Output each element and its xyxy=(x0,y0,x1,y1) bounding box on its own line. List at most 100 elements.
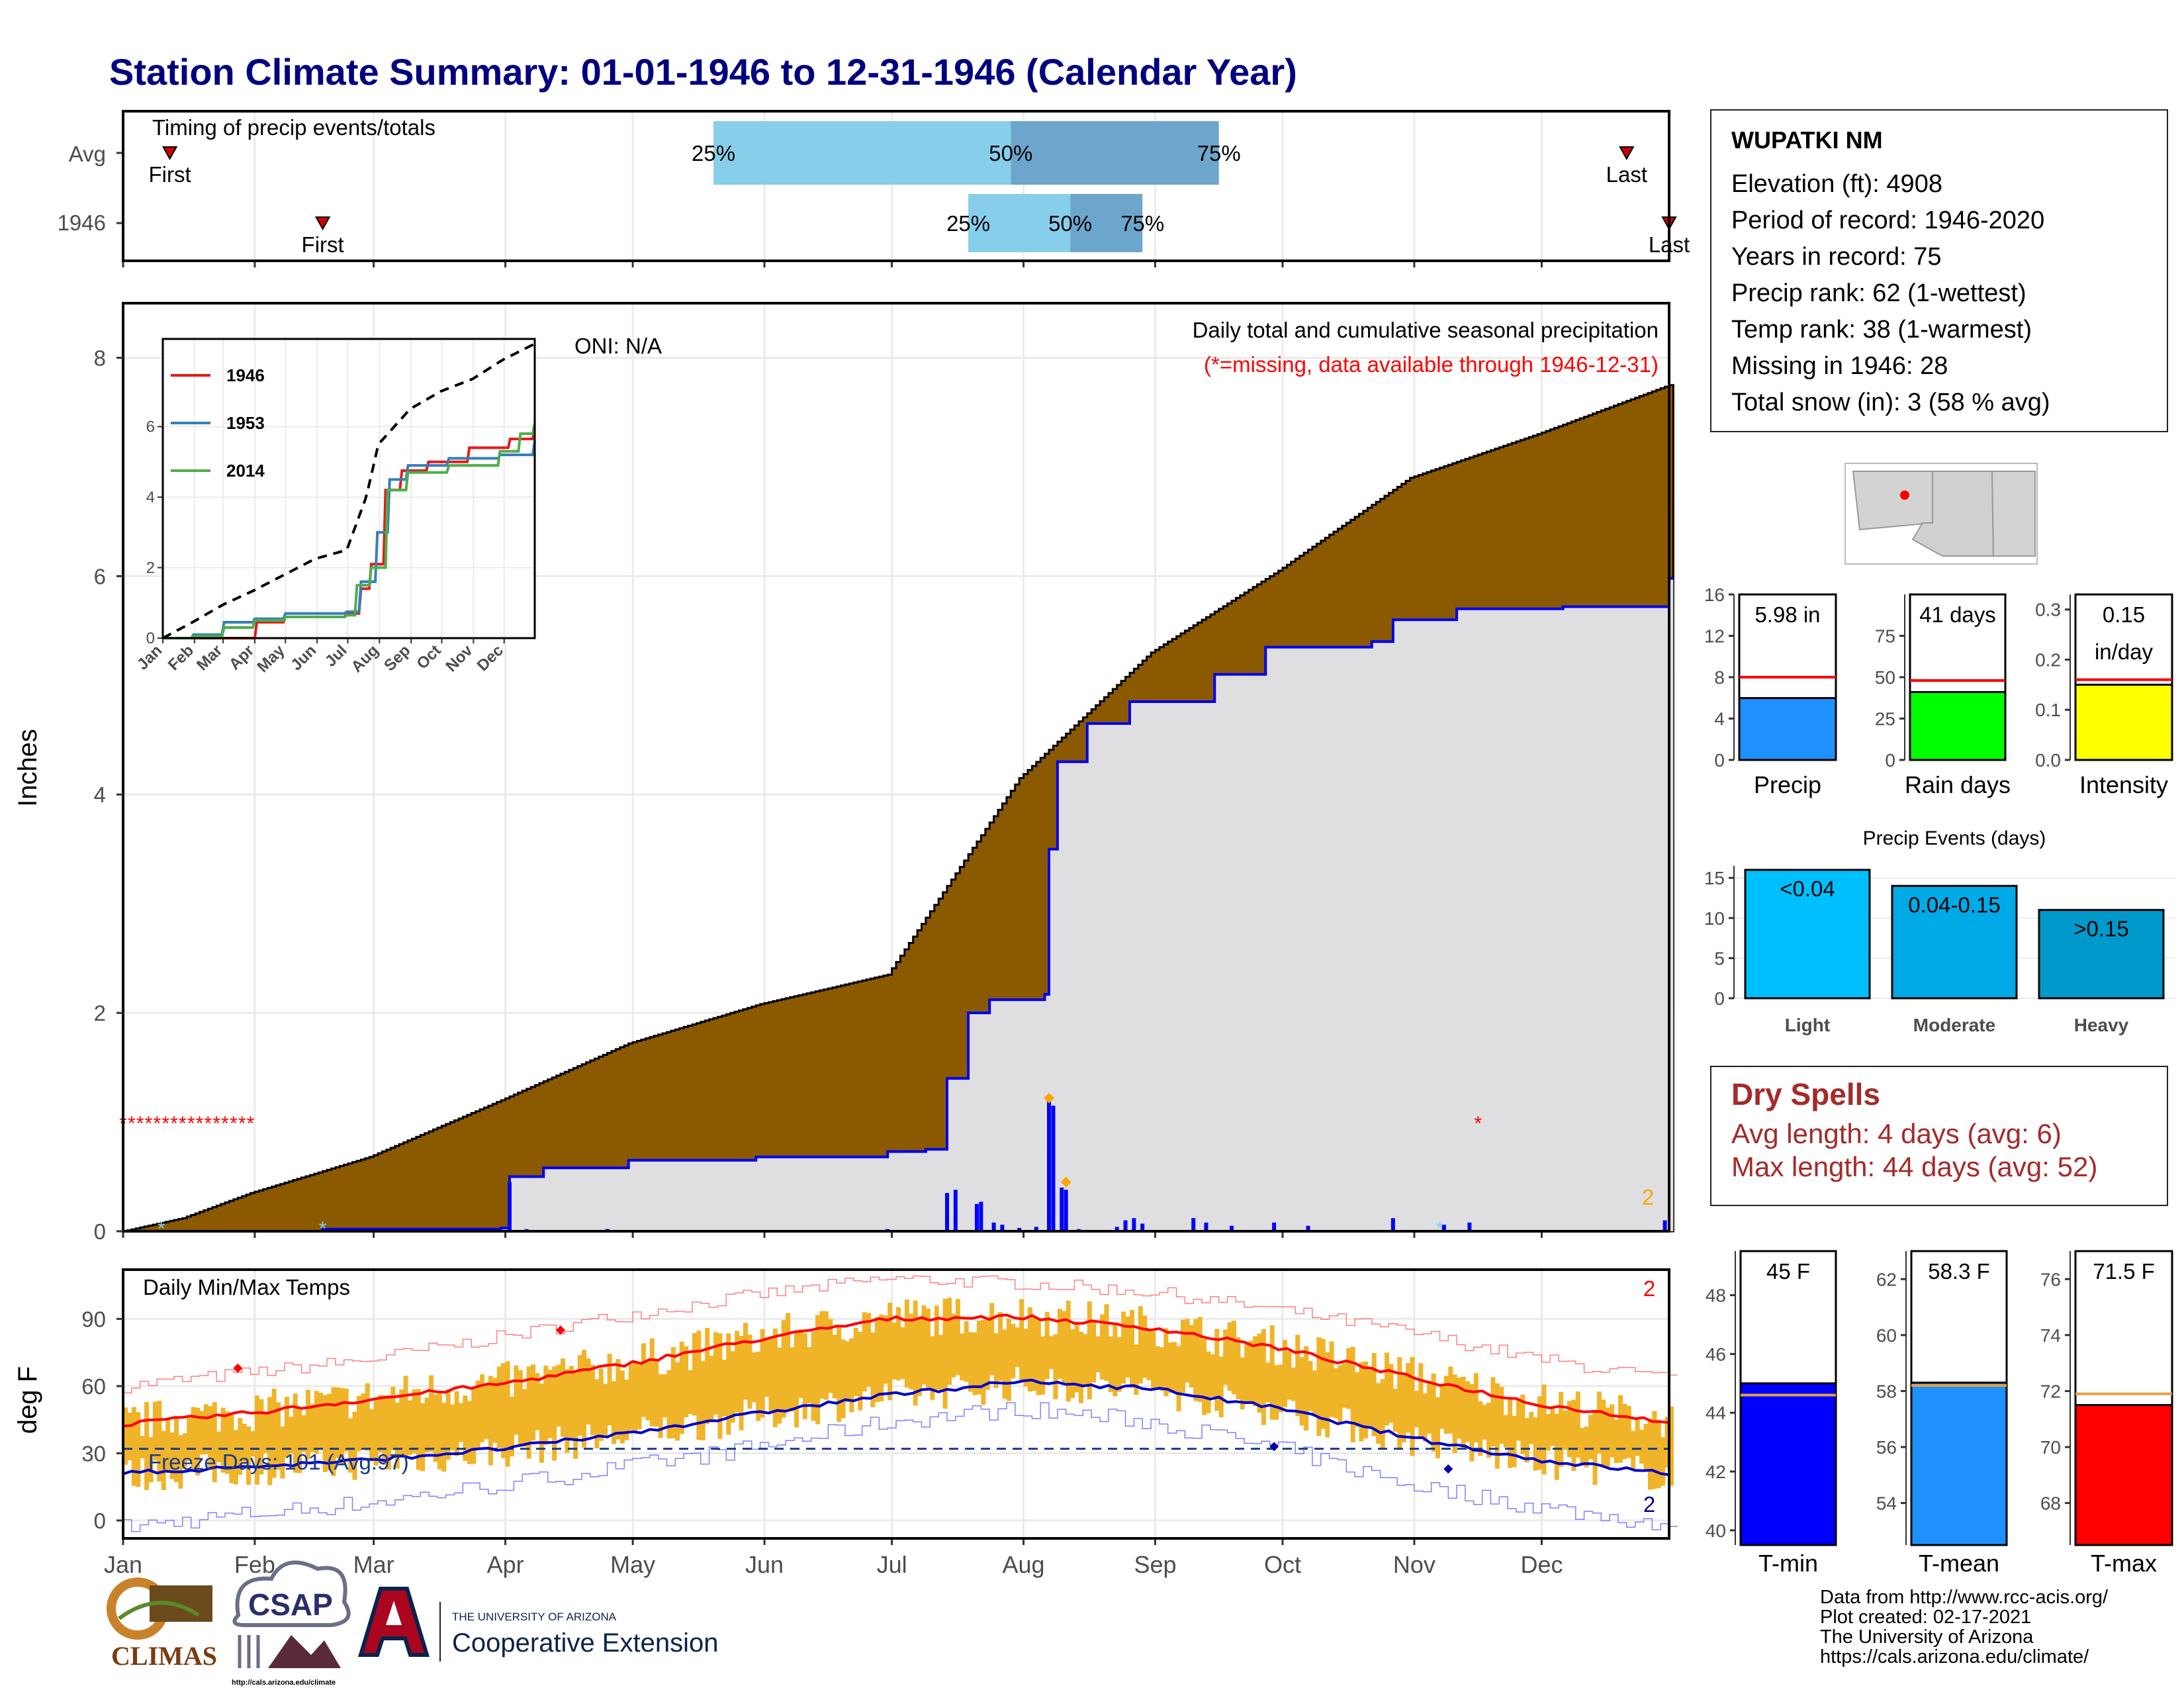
daily-temp-bar xyxy=(1656,1419,1661,1489)
mini-value-label: 71.5 F xyxy=(2093,1259,2155,1284)
month-label: May xyxy=(610,1551,655,1578)
obs-cumulative-area xyxy=(123,578,1674,1231)
mini-value-bar xyxy=(1909,691,2007,761)
daily-temp-bar xyxy=(1044,1311,1050,1380)
daily-precip-bar xyxy=(1064,1190,1068,1231)
daily-temp-bar xyxy=(1418,1363,1424,1437)
credits: Data from http://www.rcc-acis.org/ Plot … xyxy=(1820,1587,2108,1667)
daily-temp-bar xyxy=(1647,1419,1653,1490)
daily-temp-bar xyxy=(1167,1342,1173,1393)
station-name: WUPATKI NM xyxy=(1731,126,1883,154)
daily-temp-bar xyxy=(496,1366,502,1448)
daily-temp-bar xyxy=(343,1388,349,1452)
daily-temp-bar xyxy=(858,1332,863,1411)
daily-temp-bar xyxy=(751,1352,756,1403)
daily-temp-bar xyxy=(1269,1325,1275,1420)
daily-temp-bar xyxy=(628,1364,633,1430)
daily-temp-bar xyxy=(760,1329,765,1418)
daily-temp-bar xyxy=(1401,1375,1406,1443)
daily-temp-bar xyxy=(1244,1341,1250,1404)
daily-temp-bar xyxy=(896,1307,901,1381)
events-category-label: Moderate xyxy=(1913,1015,1995,1035)
daily-temp-bar xyxy=(573,1372,578,1459)
dry-spells-title: Dry Spells xyxy=(1731,1077,1880,1111)
mini-value-bar xyxy=(2074,683,2173,761)
daily-temp-bar xyxy=(182,1433,187,1468)
daily-temp-bar xyxy=(832,1335,837,1399)
daily-temp-bar xyxy=(1155,1346,1160,1389)
credit-university: The University of Arizona xyxy=(1820,1626,2034,1648)
daily-temp-bar xyxy=(612,1381,617,1444)
daily-temp-bar xyxy=(823,1311,829,1400)
climas-text: CLIMAS xyxy=(111,1641,217,1671)
month-label: Sep xyxy=(1134,1551,1176,1578)
events-bar-label: 0.04-0.15 xyxy=(1908,892,2000,917)
precip-tick-label: 6 xyxy=(94,564,106,588)
events-bar xyxy=(1744,868,1871,1000)
month-label: Dec xyxy=(1520,1551,1563,1578)
daily-temp-bar xyxy=(993,1333,999,1388)
station-missing: Missing in 1946: 28 xyxy=(1731,352,1948,380)
daily-temp-bar xyxy=(144,1401,150,1490)
mini-tick-label: 16 xyxy=(1704,585,1725,605)
daily-precip-bar xyxy=(1191,1218,1196,1231)
ua-big-text: Cooperative Extension xyxy=(452,1628,718,1658)
mini-category-label: T-min xyxy=(1758,1550,1818,1577)
daily-temp-bar xyxy=(484,1384,489,1439)
daily-temp-bar xyxy=(662,1374,668,1418)
timing-pct-label: 75% xyxy=(1120,211,1164,236)
record-precip-marker xyxy=(1060,1176,1071,1188)
daily-temp-bar xyxy=(378,1395,383,1452)
daily-temp-bar xyxy=(510,1396,514,1457)
daily-temp-bar xyxy=(603,1383,608,1436)
daily-temp-bar xyxy=(1142,1315,1148,1378)
daily-temp-bar xyxy=(1121,1311,1126,1384)
daily-temp-bar xyxy=(862,1312,867,1392)
station-precip-rank: Precip rank: 62 (1-wettest) xyxy=(1731,279,2026,307)
daily-temp-bar xyxy=(1218,1356,1224,1418)
daily-temp-bar xyxy=(938,1335,944,1390)
ua-logo: THE UNIVERSITY OF ARIZONA Cooperative Ex… xyxy=(357,1587,718,1662)
daily-temp-bar xyxy=(1439,1384,1445,1429)
daily-temp-bar xyxy=(837,1326,842,1423)
daily-temp-bar xyxy=(556,1364,561,1427)
daily-temp-bar xyxy=(964,1321,969,1382)
daily-temp-bar xyxy=(1605,1407,1610,1468)
daily-temp-bar xyxy=(547,1370,553,1438)
daily-temp-bar xyxy=(1095,1336,1101,1373)
daily-temp-bar xyxy=(471,1387,477,1464)
daily-temp-bar xyxy=(1499,1387,1504,1444)
daily-temp-bar xyxy=(1431,1374,1436,1452)
missing-marker: * xyxy=(238,1113,246,1135)
daily-temp-bar xyxy=(1392,1388,1398,1432)
mini-tick-label: 0.0 xyxy=(2035,750,2061,771)
mini-value-bar xyxy=(1739,1382,1837,1546)
missing-marker: * xyxy=(230,1113,238,1135)
climas-logo: CLIMAS xyxy=(107,1577,217,1671)
daily-temp-bar xyxy=(178,1435,183,1489)
daily-precip-bar xyxy=(1000,1225,1005,1231)
timing-marker-label: First xyxy=(302,232,344,257)
daily-temp-bar xyxy=(1053,1334,1058,1399)
mini-tick-label: 74 xyxy=(2040,1325,2061,1346)
daily-temp-bar xyxy=(552,1366,557,1461)
temp-tick-label: 0 xyxy=(94,1509,106,1533)
daily-temp-bar xyxy=(348,1418,353,1473)
daily-temp-bar xyxy=(1265,1362,1271,1403)
mini-category-label: T-mean xyxy=(1919,1550,1999,1577)
daily-temp-bar xyxy=(1397,1357,1402,1450)
daily-temp-bar xyxy=(233,1430,238,1485)
daily-temp-bar xyxy=(1334,1368,1339,1419)
daily-temp-bar xyxy=(972,1332,978,1395)
daily-temp-bar xyxy=(467,1401,472,1464)
inset-legend-label: 2014 xyxy=(226,461,265,481)
daily-temp-bar xyxy=(815,1315,821,1425)
daily-temp-bar xyxy=(713,1332,719,1415)
daily-temp-bar xyxy=(284,1397,289,1458)
timing-pct-label: 25% xyxy=(946,211,990,236)
month-label: Aug xyxy=(1002,1551,1044,1578)
timing-marker-label: Last xyxy=(1606,162,1647,187)
ua-small-text: THE UNIVERSITY OF ARIZONA xyxy=(452,1611,617,1623)
daily-temp-bar xyxy=(1134,1344,1139,1395)
